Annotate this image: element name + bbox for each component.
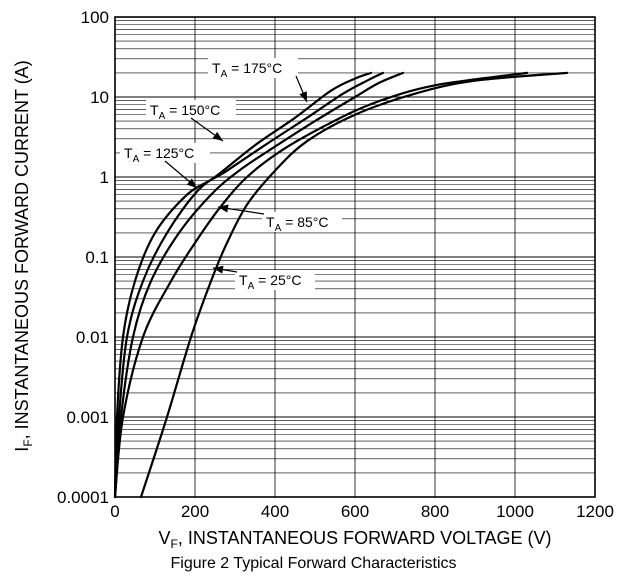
annotation-ta-125c: TA = 125°C [120,143,210,189]
y-axis-title: IF, INSTANTANEOUS FORWARD CURRENT (A) [12,60,35,451]
y-tick-label: 0.01 [76,328,109,347]
annotation-label-subscript: A [133,154,140,165]
annotation-background [208,58,298,78]
annotation-arrowhead [212,131,223,141]
annotation-label-value: = 25°C [254,272,301,288]
annotation-label-value: = 150°C [165,102,220,118]
x-tick-label: 600 [341,502,369,521]
annotation-label: TA = 25°C [239,272,301,292]
x-axis-title: VF, INSTANTANEOUS FORWARD VOLTAGE (V) [158,528,551,551]
annotation-background [120,143,210,163]
x-tick-labels: 0 200 400 600 800 1000 1200 [110,502,614,521]
x-tick-label: 800 [421,502,449,521]
annotation-background [235,270,315,290]
annotation-label: TA = 85°C [266,214,328,234]
y-tick-label: 0.1 [85,248,109,267]
annotation-label-symbol: T [239,272,248,288]
y-tick-label: 0.001 [66,408,109,427]
annotation-ta-175c: TA = 175°C [208,58,308,103]
series-annotations: TA = 175°CTA = 150°CTA = 125°CTA = 85°CT… [120,58,342,292]
annotation-arrowhead [299,91,307,102]
forward-characteristics-chart: 0 200 400 600 800 1000 1200 100 10 1 0.1 0.01 0.001… [12,8,614,551]
annotation-label-value: = 175°C [227,60,282,76]
series-line-ta-175c [113,71,373,499]
annotation-background [262,212,342,232]
x-axis-title-symbol: V [158,528,170,548]
annotation-label: TA = 175°C [212,60,282,80]
annotation-ta-25c: TA = 25°C [212,265,315,292]
x-tick-label: 1200 [576,502,614,521]
series-line-ta-125c [113,71,405,499]
y-axis-title-symbol: I [12,447,32,452]
y-tick-label: 100 [81,8,109,27]
annotation-label-symbol: T [266,214,275,230]
y-tick-labels: 100 10 1 0.1 0.01 0.001 0.0001 [57,8,109,507]
y-tick-label: 1 [100,168,109,187]
x-tick-label: 200 [181,502,209,521]
y-axis-title-subscript: F [21,439,35,446]
series-line-ta-25c [139,71,569,499]
annotation-label-value: = 85°C [281,214,328,230]
annotation-label: TA = 125°C [124,145,194,165]
figure-caption: Figure 2 Typical Forward Characteristics [170,555,457,572]
x-tick-label: 400 [261,502,289,521]
annotation-background [146,100,236,120]
x-axis-title-text: , INSTANTANEOUS FORWARD VOLTAGE (V) [178,528,552,548]
x-tick-label: 0 [110,502,119,521]
plot-frame [114,16,596,498]
annotation-label-subscript: A [221,69,228,80]
x-axis-title-subscript: F [170,537,177,551]
annotation-arrowhead [186,178,197,188]
y-axis-title-text: , INSTANTANEOUS FORWARD CURRENT (A) [12,60,32,439]
annotation-arrowhead [213,265,224,274]
annotation-ta-150c: TA = 150°C [146,100,236,142]
annotation-arrowhead [218,204,229,213]
series-line-ta-85c [113,71,529,499]
annotation-label-subscript: A [159,111,166,122]
series-line-ta-150c [113,71,385,499]
annotation-ta-85c: TA = 85°C [217,204,342,234]
series-layer [113,71,569,499]
annotation-label: TA = 150°C [150,102,220,122]
y-tick-label: 0.0001 [57,488,109,507]
annotation-label-subscript: A [275,223,282,234]
annotation-label-value: = 125°C [139,145,194,161]
annotation-label-symbol: T [150,102,159,118]
x-tick-label: 1000 [496,502,534,521]
annotation-label-subscript: A [248,281,255,292]
y-tick-label: 10 [90,88,109,107]
grid [115,17,595,497]
annotation-label-symbol: T [124,145,133,161]
annotation-label-symbol: T [212,60,221,76]
